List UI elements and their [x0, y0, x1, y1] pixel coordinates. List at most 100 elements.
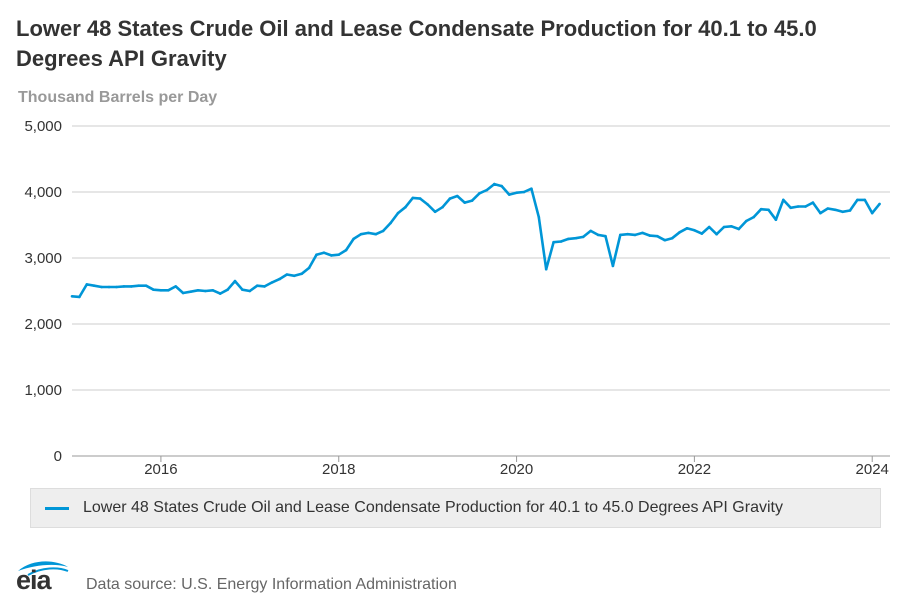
data-point[interactable]: [293, 274, 296, 278]
data-point[interactable]: [248, 289, 252, 293]
data-point[interactable]: [782, 198, 785, 202]
data-point[interactable]: [848, 209, 852, 212]
data-point[interactable]: [404, 205, 407, 209]
data-point[interactable]: [85, 283, 89, 286]
data-point[interactable]: [478, 192, 481, 195]
data-point[interactable]: [656, 234, 659, 238]
data-point[interactable]: [833, 208, 837, 212]
data-point[interactable]: [418, 197, 422, 200]
data-point[interactable]: [122, 285, 126, 288]
data-point[interactable]: [322, 251, 326, 254]
data-point[interactable]: [463, 201, 467, 204]
data-point[interactable]: [663, 238, 667, 242]
data-point[interactable]: [130, 285, 133, 288]
data-point[interactable]: [426, 203, 430, 206]
data-point[interactable]: [789, 206, 792, 210]
data-point[interactable]: [678, 231, 681, 234]
data-point[interactable]: [389, 221, 392, 225]
data-point[interactable]: [707, 225, 711, 229]
data-point[interactable]: [745, 219, 748, 223]
data-point[interactable]: [730, 225, 733, 228]
data-point[interactable]: [433, 210, 437, 214]
data-point[interactable]: [841, 210, 844, 214]
data-point[interactable]: [574, 236, 578, 240]
data-point[interactable]: [359, 232, 363, 236]
data-point[interactable]: [544, 267, 548, 271]
data-point[interactable]: [315, 253, 318, 256]
data-point[interactable]: [515, 191, 518, 194]
data-point[interactable]: [811, 201, 815, 204]
data-point[interactable]: [485, 188, 489, 192]
data-point[interactable]: [189, 290, 192, 294]
data-point[interactable]: [819, 211, 822, 215]
data-point[interactable]: [226, 288, 229, 292]
data-point[interactable]: [870, 211, 874, 215]
data-point[interactable]: [181, 291, 185, 295]
data-point[interactable]: [70, 295, 74, 298]
eia-logo-icon[interactable]: eia: [14, 557, 70, 597]
data-point[interactable]: [826, 207, 830, 210]
data-point[interactable]: [204, 289, 207, 293]
data-point[interactable]: [241, 288, 244, 292]
data-point[interactable]: [863, 198, 867, 202]
data-point[interactable]: [300, 272, 304, 276]
data-point[interactable]: [218, 292, 222, 295]
data-point[interactable]: [567, 237, 570, 241]
data-point[interactable]: [137, 284, 140, 288]
data-point[interactable]: [581, 235, 585, 239]
data-point[interactable]: [700, 232, 704, 235]
data-point[interactable]: [285, 273, 289, 276]
data-point[interactable]: [233, 279, 237, 283]
data-point[interactable]: [396, 211, 400, 215]
data-point[interactable]: [152, 288, 155, 292]
data-point[interactable]: [552, 240, 555, 244]
data-point[interactable]: [115, 285, 118, 289]
data-point[interactable]: [648, 234, 652, 237]
data-point[interactable]: [604, 234, 607, 238]
data-point[interactable]: [470, 199, 474, 202]
data-point[interactable]: [589, 229, 592, 233]
data-point[interactable]: [263, 285, 266, 288]
data-point[interactable]: [767, 208, 770, 212]
data-point[interactable]: [685, 227, 689, 230]
data-point[interactable]: [159, 289, 163, 292]
data-point[interactable]: [619, 233, 622, 237]
data-point[interactable]: [374, 232, 378, 236]
data-point[interactable]: [670, 236, 674, 240]
data-point[interactable]: [307, 266, 311, 270]
data-point[interactable]: [804, 205, 807, 208]
data-point[interactable]: [796, 205, 800, 208]
data-point[interactable]: [856, 198, 859, 202]
data-point[interactable]: [522, 190, 526, 194]
data-point[interactable]: [144, 284, 148, 288]
data-point[interactable]: [559, 240, 563, 243]
data-point[interactable]: [737, 227, 741, 231]
data-point[interactable]: [641, 231, 644, 235]
data-point[interactable]: [107, 285, 111, 289]
data-point[interactable]: [344, 248, 348, 252]
data-point[interactable]: [693, 229, 696, 232]
data-point[interactable]: [441, 205, 444, 209]
data-point[interactable]: [537, 215, 541, 219]
data-point[interactable]: [759, 207, 763, 211]
data-point[interactable]: [626, 232, 629, 236]
data-point[interactable]: [411, 196, 415, 200]
data-point[interactable]: [530, 187, 533, 190]
data-point[interactable]: [352, 237, 355, 241]
data-point[interactable]: [196, 289, 200, 292]
data-point[interactable]: [100, 285, 103, 289]
data-point[interactable]: [715, 232, 718, 236]
data-point[interactable]: [448, 197, 452, 200]
legend[interactable]: Lower 48 States Crude Oil and Lease Cond…: [30, 488, 881, 528]
series-line[interactable]: [71, 182, 881, 299]
data-point[interactable]: [456, 194, 459, 198]
data-point[interactable]: [367, 231, 370, 235]
data-point[interactable]: [633, 233, 637, 237]
data-point[interactable]: [78, 295, 81, 299]
data-point[interactable]: [270, 281, 274, 284]
data-point[interactable]: [722, 225, 726, 229]
data-point[interactable]: [596, 233, 600, 237]
data-point[interactable]: [255, 284, 259, 288]
data-point[interactable]: [500, 184, 504, 188]
data-point[interactable]: [381, 229, 385, 233]
